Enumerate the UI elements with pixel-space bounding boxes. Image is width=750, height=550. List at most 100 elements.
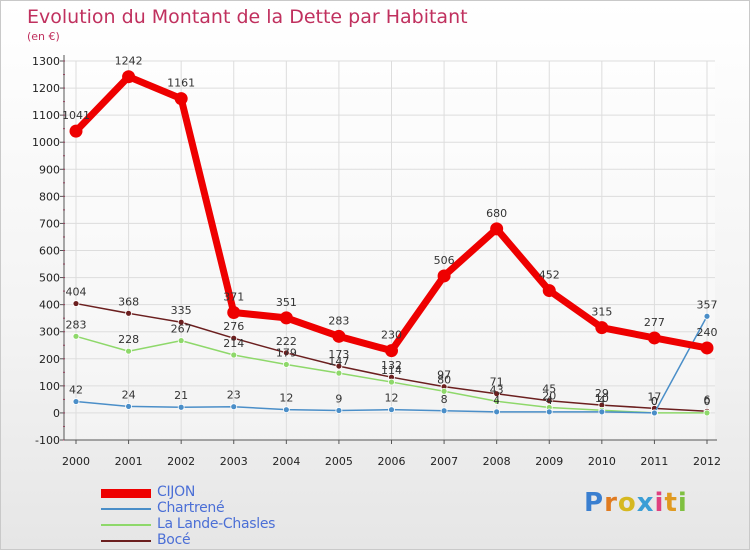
data-point <box>279 311 293 325</box>
data-label: 4 <box>546 394 553 407</box>
data-point <box>388 378 395 386</box>
data-point <box>598 408 606 416</box>
x-tick-label: 2002 <box>167 455 195 468</box>
data-label: 351 <box>276 296 297 309</box>
data-label: 371 <box>223 290 244 303</box>
legend-swatch <box>101 508 151 510</box>
data-point <box>385 344 398 358</box>
legend-label: La Lande-Chasles <box>157 516 276 532</box>
data-point <box>542 284 556 298</box>
data-point <box>545 408 553 416</box>
data-point <box>703 312 711 320</box>
data-label: 1041 <box>62 109 90 122</box>
data-label: 0 <box>704 395 711 408</box>
data-point <box>72 300 80 307</box>
data-label: 24 <box>122 388 136 401</box>
y-tick-label: 1000 <box>32 136 60 149</box>
data-point <box>177 337 185 345</box>
data-point <box>177 318 185 326</box>
y-tick-label: 900 <box>39 163 60 176</box>
data-label: 8 <box>441 393 448 406</box>
data-label: 368 <box>118 295 139 308</box>
data-label: 42 <box>69 384 83 397</box>
data-point <box>72 332 80 340</box>
legend-item-boce: Bocé <box>101 532 321 549</box>
data-point <box>230 334 238 342</box>
data-label: 335 <box>171 304 192 317</box>
x-tick-label: 2007 <box>430 455 458 468</box>
x-tick-label: 2001 <box>115 455 143 468</box>
data-label: 267 <box>171 323 192 336</box>
x-tick-label: 2009 <box>535 455 563 468</box>
legend-swatch <box>101 524 151 526</box>
x-tick-label: 2008 <box>483 455 511 468</box>
data-point <box>651 409 658 417</box>
data-label: 71 <box>490 376 504 389</box>
legend-label: Bocé <box>157 532 191 548</box>
data-point <box>282 406 290 414</box>
data-label: 214 <box>223 337 244 350</box>
data-point <box>493 397 501 405</box>
data-point <box>493 408 501 416</box>
y-tick-label: 700 <box>39 217 60 230</box>
data-point <box>545 397 553 405</box>
data-point <box>437 269 451 283</box>
y-tick-label: 400 <box>39 299 60 312</box>
data-point <box>230 403 238 411</box>
data-label: 315 <box>591 306 612 319</box>
data-point <box>125 403 132 410</box>
data-point <box>69 124 83 138</box>
data-label: 680 <box>486 207 507 220</box>
data-label: 283 <box>66 318 87 331</box>
x-tick-label: 2011 <box>640 455 668 468</box>
data-point <box>227 305 241 319</box>
x-tick-label: 2006 <box>378 455 406 468</box>
data-label: 21 <box>174 389 188 402</box>
data-point <box>335 362 343 370</box>
proxiti-logo: Proxiti <box>584 488 688 518</box>
data-point <box>122 70 136 84</box>
data-point <box>177 403 185 411</box>
data-point <box>703 409 711 417</box>
data-point <box>440 387 448 395</box>
x-tick-label: 2003 <box>220 455 248 468</box>
data-point <box>72 398 80 405</box>
data-point <box>335 369 343 377</box>
data-point <box>388 406 395 414</box>
legend-label: CIJON <box>157 484 196 500</box>
logo-letter: t <box>664 488 678 518</box>
chart-unit: (en €) <box>27 30 60 43</box>
data-label: 45 <box>542 383 556 396</box>
data-label: 283 <box>328 314 349 327</box>
legend-swatch <box>101 489 151 498</box>
data-label: 452 <box>539 269 560 282</box>
data-label: 230 <box>381 329 402 342</box>
data-point <box>174 92 188 106</box>
data-label: 1161 <box>167 77 195 90</box>
data-point <box>440 407 448 415</box>
data-point <box>332 329 346 343</box>
data-label: 1242 <box>115 55 143 68</box>
data-label: 17 <box>647 390 661 403</box>
data-label: 276 <box>223 320 244 333</box>
x-tick-label: 2012 <box>693 455 721 468</box>
logo-letter: i <box>654 488 665 518</box>
data-label: 43 <box>490 383 504 396</box>
data-label: 4 <box>598 394 605 407</box>
data-point <box>595 321 609 335</box>
data-label: 0 <box>651 395 658 408</box>
y-tick-label: 1300 <box>32 55 60 68</box>
y-tick-label: 500 <box>39 272 60 285</box>
x-tick-label: 2005 <box>325 455 353 468</box>
data-point <box>125 309 132 317</box>
y-tick-label: 1200 <box>32 82 60 95</box>
data-label: 80 <box>437 373 451 386</box>
data-label: 20 <box>542 390 556 403</box>
data-label: 114 <box>381 364 402 377</box>
data-label: 222 <box>276 335 297 348</box>
logo-letter: r <box>604 488 618 518</box>
data-point <box>282 361 290 368</box>
x-tick-label: 2000 <box>62 455 90 468</box>
data-point <box>282 349 290 357</box>
